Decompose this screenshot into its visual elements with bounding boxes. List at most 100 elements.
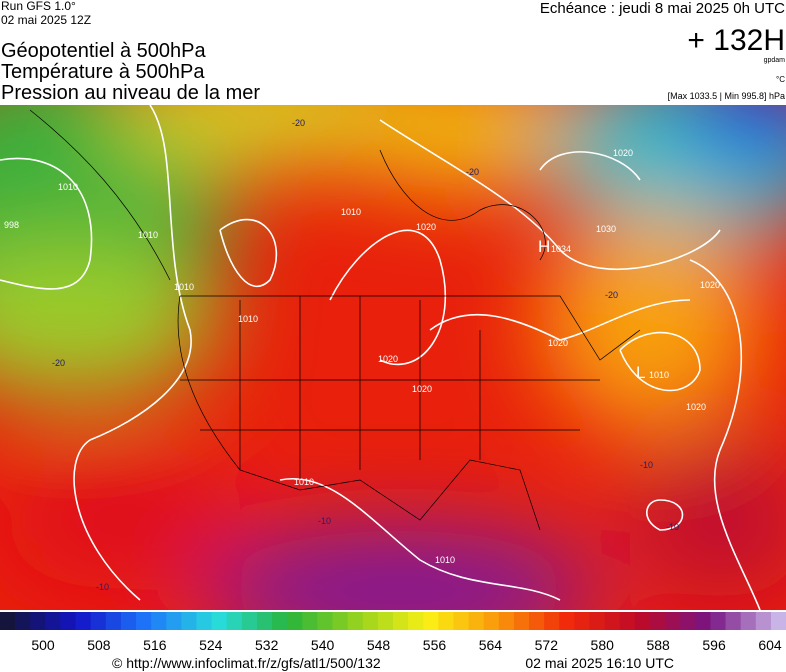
isobar-label: 1010: [238, 314, 258, 324]
isobar-label: 1010: [138, 230, 158, 240]
colorbar-swatch: [408, 612, 424, 630]
colorbar-swatch: [272, 612, 288, 630]
colorbar-swatch: [680, 612, 696, 630]
unit-geo: gpdam: [764, 57, 786, 64]
colorbar-label: 596: [702, 637, 726, 653]
colorbar-swatch: [60, 612, 77, 630]
temp-label: -20: [466, 167, 479, 177]
pressure-range: [Max 1033.5 | Min 995.8] hPa: [668, 91, 785, 101]
colorbar-swatch: [151, 612, 167, 630]
colorbar-swatch: [15, 612, 31, 630]
colorbar-swatch: [30, 612, 46, 630]
colorbar-swatch: [196, 612, 213, 630]
colorbar-swatch: [498, 612, 515, 630]
temp-label: -20: [605, 290, 618, 300]
isobar-label: 1020: [700, 280, 720, 290]
colorbar-swatch: [740, 612, 757, 630]
run-date: 02 mai 2025 12Z: [1, 13, 91, 27]
isobar-label: 1020: [378, 354, 398, 364]
colorbar-label: 572: [535, 637, 559, 653]
colorbar-label: 540: [311, 637, 335, 653]
colorbar-swatch: [332, 612, 349, 630]
colorbar-swatch: [634, 612, 651, 630]
colorbar-swatch: [710, 612, 727, 630]
colorbar-swatch: [0, 612, 16, 630]
footer-url: © http://www.infoclimat.fr/z/gfs/atl1/50…: [112, 655, 381, 671]
colorbar-swatch: [241, 612, 258, 630]
colorbar-swatch: [453, 612, 470, 630]
colorbar-swatch: [725, 612, 742, 630]
colorbar-label: 564: [479, 637, 503, 653]
colorbar-swatch: [377, 612, 394, 630]
echeance: Echéance : jeudi 8 mai 2025 0h UTC: [540, 0, 785, 17]
unit-temp: °C: [776, 75, 785, 84]
colorbar-label: 548: [367, 637, 391, 653]
colorbar-swatch: [423, 612, 439, 630]
colorbar-swatch: [45, 612, 61, 630]
temp-label: -10: [96, 582, 109, 592]
colorbar-swatch: [347, 612, 364, 630]
isobar-label: 1010: [58, 182, 78, 192]
isobar-label: 1020: [416, 222, 436, 232]
pressure-center-value: 1010: [649, 370, 669, 380]
colorbar-swatch: [393, 612, 409, 630]
colorbar-swatch: [665, 612, 681, 630]
isobar-label: 1020: [613, 148, 633, 158]
colorbar-swatch: [589, 612, 606, 630]
colorbar-swatch: [604, 612, 621, 630]
isobar-label: 1020: [686, 402, 706, 412]
pressure-center: H: [538, 237, 550, 256]
temp-label: -10: [666, 522, 679, 532]
colorbar-label: 532: [255, 637, 279, 653]
colorbar-label: 556: [423, 637, 447, 653]
borders: [29, 109, 641, 531]
colorbar-swatch: [438, 612, 454, 630]
isobar-label: 1010: [435, 555, 455, 565]
colorbar-swatch: [181, 612, 197, 630]
colorbar-label: 524: [199, 637, 223, 653]
colorbar-swatch: [362, 612, 379, 630]
lead-time: + 132H: [687, 24, 785, 57]
title-line: Température à 500hPa: [1, 61, 205, 83]
colorbar-label: 588: [646, 637, 670, 653]
isobar-label: 1020: [412, 384, 432, 394]
colorbar-swatch: [649, 612, 666, 630]
title-line: Pression au niveau de la mer: [1, 82, 260, 104]
colorbar-swatch: [483, 612, 500, 630]
isobar-label: 1020: [548, 338, 568, 348]
colorbar-swatch: [619, 612, 636, 630]
colorbar-swatch: [166, 612, 182, 630]
isobars: [0, 105, 761, 610]
colorbar-swatch: [755, 612, 772, 630]
map-field: [0, 105, 786, 610]
colorbar-swatch: [287, 612, 303, 630]
temp-label: -20: [52, 358, 65, 368]
colorbar-swatch: [513, 612, 530, 630]
colorbar-swatch: [529, 612, 545, 630]
footer-timestamp: 02 mai 2025 16:10 UTC: [525, 655, 674, 671]
colorbar-swatch: [90, 612, 107, 630]
colorbar-swatch: [75, 612, 92, 630]
colorbar-swatch: [226, 612, 243, 630]
run-label: Run GFS 1.0°: [1, 0, 76, 13]
colorbar-swatch: [544, 612, 560, 630]
isobar-label: 998: [4, 220, 19, 230]
colorbar-swatch: [120, 612, 137, 630]
colorbar-swatch: [105, 612, 122, 630]
colorbar-swatch: [302, 612, 318, 630]
colorbar-swatch: [559, 612, 575, 630]
temp-label: -20: [292, 118, 305, 128]
colorbar-swatch: [574, 612, 590, 630]
pressure-center-value: 1034: [551, 244, 571, 254]
colorbar-swatch: [211, 612, 228, 630]
colorbar-label: 580: [591, 637, 615, 653]
colorbar: 500 508 516 524 532 540 548 556 564 572 580 588 596 6…: [0, 612, 786, 653]
isobar-label: 1010: [341, 207, 361, 217]
colorbar-label: 516: [143, 637, 167, 653]
colorbar-swatch: [468, 612, 485, 630]
isobar-label: 1030: [596, 224, 616, 234]
pressure-center: L: [636, 363, 645, 382]
colorbar-swatch: [317, 612, 334, 630]
colorbar-swatch: [695, 612, 711, 630]
